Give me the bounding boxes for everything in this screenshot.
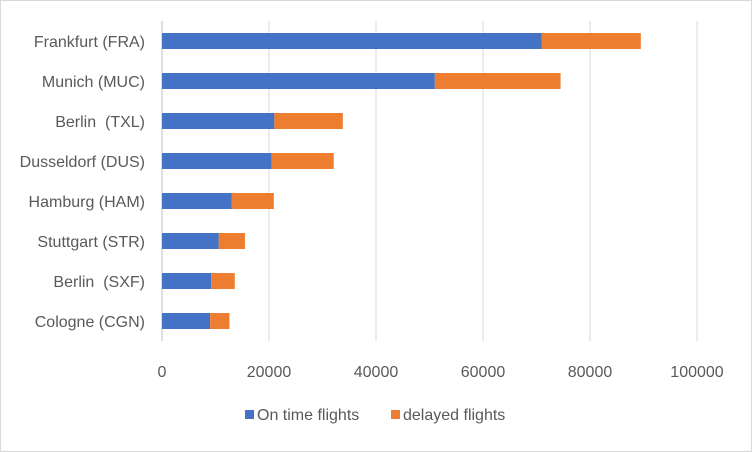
category-label: Berlin (SXF) (53, 274, 145, 291)
x-tick-labels: 0 20000 40000 60000 80000 100000 (158, 364, 724, 381)
x-tick-label: 80000 (568, 364, 613, 381)
bar-delayed-6 (434, 73, 561, 89)
bar-on-time-3 (162, 193, 232, 209)
category-label: Dusseldorf (DUS) (20, 154, 145, 171)
bar-on-time-4 (162, 153, 272, 169)
category-label: Hamburg (HAM) (29, 194, 145, 211)
bars (162, 33, 641, 329)
bar-on-time-6 (162, 73, 435, 89)
x-tick-label: 20000 (247, 364, 292, 381)
legend-swatch-on-time (245, 410, 254, 419)
category-label: Frankfurt (FRA) (34, 34, 145, 51)
legend-swatch-delayed (391, 410, 400, 419)
gridlines (161, 21, 698, 341)
bar-on-time-7 (162, 33, 542, 49)
legend-label-delayed: delayed flights (403, 407, 505, 424)
bar-on-time-5 (162, 113, 275, 129)
x-tick-label: 0 (158, 364, 167, 381)
legend-label-on-time: On time flights (257, 407, 359, 424)
category-label: Berlin (TXL) (55, 114, 145, 131)
x-tick-label: 60000 (461, 364, 506, 381)
bar-delayed-1 (211, 273, 235, 289)
category-label: Cologne (CGN) (35, 314, 145, 331)
bar-delayed-3 (231, 193, 274, 209)
x-tick-label: 40000 (354, 364, 399, 381)
bar-delayed-4 (271, 153, 334, 169)
legend: On time flights delayed flights (245, 407, 505, 424)
category-labels: Frankfurt (FRA) Munich (MUC) Berlin (TXL) D… (20, 34, 145, 331)
bar-on-time-0 (162, 313, 211, 329)
bar-delayed-5 (274, 113, 343, 129)
bar-on-time-2 (162, 233, 219, 249)
bar-delayed-7 (541, 33, 641, 49)
bar-on-time-1 (162, 273, 212, 289)
bar-delayed-2 (218, 233, 245, 249)
category-label: Munich (MUC) (42, 74, 145, 91)
x-tick-label: 100000 (670, 364, 723, 381)
bar-delayed-0 (210, 313, 230, 329)
category-label: Stuttgart (STR) (37, 234, 145, 251)
